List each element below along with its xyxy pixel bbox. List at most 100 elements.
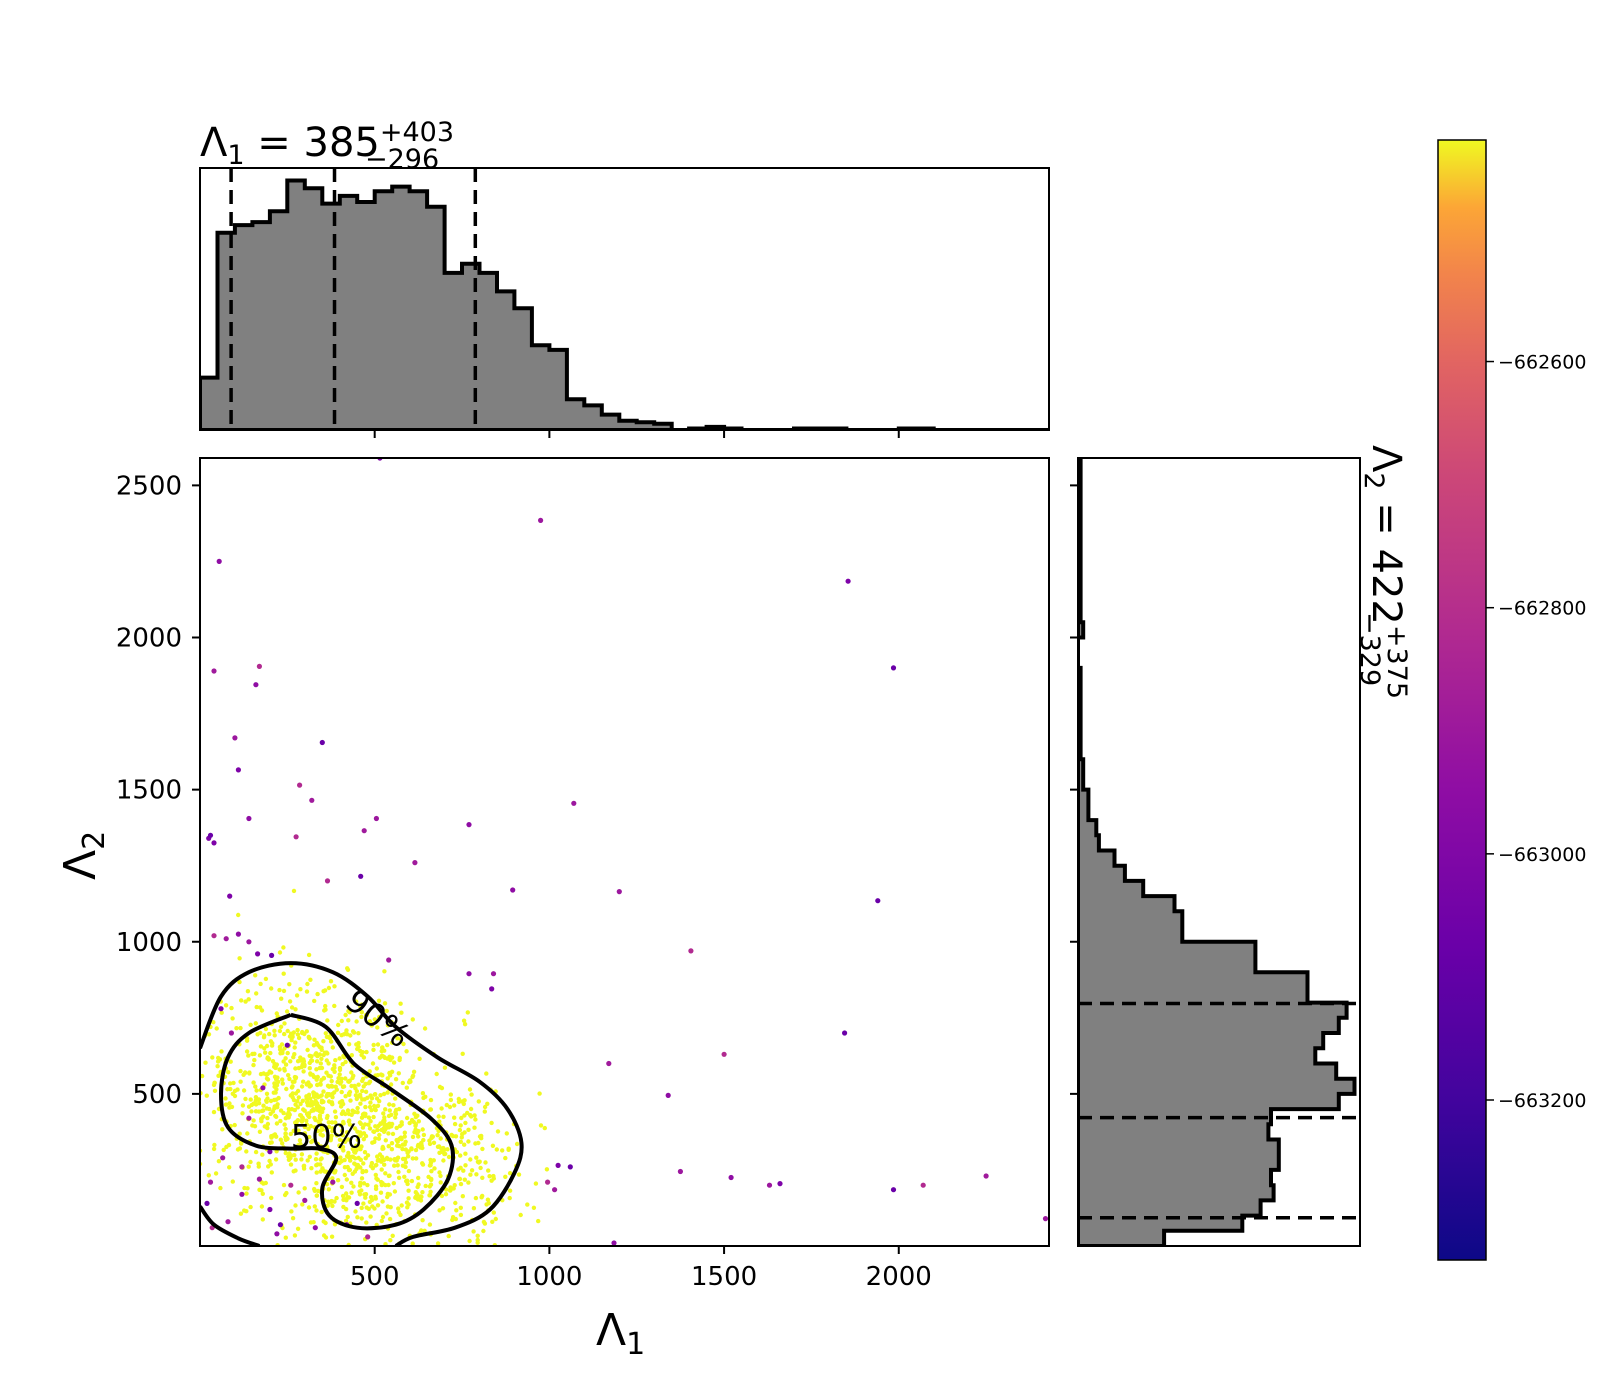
sample-point — [232, 1122, 237, 1128]
sample-point — [282, 1066, 287, 1072]
outlier-point — [256, 663, 262, 670]
outlier-point — [545, 1179, 551, 1185]
sample-point — [312, 1125, 317, 1130]
sample-point — [377, 1132, 382, 1138]
right-panel-title: Λ2 = 422+375−329 — [1354, 445, 1412, 699]
sample-point — [319, 1209, 324, 1215]
sample-point — [340, 1109, 346, 1114]
sample-point — [287, 1151, 292, 1156]
sample-point — [372, 1017, 377, 1022]
sample-point — [420, 1091, 426, 1096]
sample-point — [361, 1201, 366, 1206]
sample-point — [258, 1030, 263, 1036]
sample-point — [379, 1158, 385, 1163]
sample-point — [259, 1204, 265, 1209]
sample-point — [482, 1221, 488, 1226]
sample-point — [317, 1113, 323, 1118]
sample-point — [467, 1238, 472, 1244]
sample-point — [323, 1031, 328, 1036]
sample-point — [404, 1049, 409, 1054]
outlier-point — [611, 1240, 617, 1246]
sample-point — [362, 1192, 367, 1197]
sample-point — [485, 1197, 491, 1202]
sample-point — [347, 1089, 353, 1095]
sample-point — [257, 1187, 262, 1193]
outlier-point — [567, 1164, 573, 1170]
sample-point — [332, 1170, 338, 1175]
sample-point — [380, 1214, 386, 1220]
sample-point — [339, 1184, 345, 1190]
sample-point — [350, 1154, 355, 1159]
sample-point — [238, 1079, 243, 1084]
outlier-point — [267, 1206, 273, 1213]
sample-point — [324, 1144, 330, 1149]
sample-point — [429, 1169, 434, 1174]
outlier-point — [489, 986, 495, 992]
sample-point — [354, 1089, 360, 1094]
sample-point — [325, 1018, 330, 1023]
sample-point — [274, 1077, 279, 1082]
sample-point — [344, 1191, 349, 1196]
sample-point — [298, 987, 303, 992]
sample-point — [272, 1104, 277, 1109]
sample-point — [307, 1134, 312, 1140]
sample-point — [271, 1090, 276, 1095]
outlier-point — [354, 1200, 360, 1206]
sample-point — [355, 1162, 361, 1168]
sample-point — [360, 1078, 365, 1084]
sample-point — [288, 1131, 293, 1137]
sample-point — [312, 998, 317, 1004]
sample-point — [253, 1084, 258, 1089]
sample-point — [452, 1115, 457, 1120]
sample-point — [494, 1147, 499, 1152]
outlier-point — [269, 952, 275, 959]
sample-point — [332, 984, 337, 989]
y-tick-label: 2500 — [116, 471, 182, 501]
sample-point — [421, 1137, 426, 1143]
sample-point — [263, 976, 269, 982]
right-title-lowsub: −329 — [1354, 612, 1385, 686]
sample-point — [329, 1120, 335, 1125]
sample-point — [299, 1084, 305, 1089]
sample-point — [373, 1172, 378, 1178]
sample-point — [302, 1186, 307, 1191]
sample-point — [307, 1082, 312, 1088]
sample-point — [536, 1218, 541, 1224]
sample-point — [394, 1125, 399, 1131]
colorbar-tick-label: −662600 — [1498, 352, 1586, 374]
sample-point — [457, 1176, 463, 1182]
sample-point — [472, 1113, 477, 1118]
sample-point — [374, 1162, 379, 1168]
sample-point — [354, 1148, 359, 1153]
sample-point — [412, 1111, 417, 1117]
sample-point — [323, 1007, 328, 1012]
sample-point — [240, 1111, 245, 1116]
sample-point — [361, 1137, 366, 1142]
sample-point — [395, 1143, 400, 1148]
sample-point — [395, 1163, 400, 1168]
sample-point — [400, 1146, 405, 1152]
sample-point — [262, 1033, 267, 1038]
sample-point — [365, 1182, 370, 1188]
sample-point — [361, 1131, 367, 1136]
sample-point — [385, 1076, 390, 1081]
sample-point — [463, 1163, 468, 1168]
x-tick-label: 500 — [350, 1262, 400, 1292]
sample-point — [399, 1137, 404, 1142]
sample-point — [263, 1050, 268, 1055]
sample-point — [246, 1164, 251, 1169]
sample-point — [462, 1177, 467, 1182]
sample-point — [371, 1042, 376, 1048]
sample-point — [372, 1105, 378, 1111]
sample-point — [538, 1123, 544, 1128]
sample-point — [284, 1190, 289, 1196]
sample-point — [319, 1156, 324, 1161]
sample-point — [363, 1156, 368, 1161]
sample-point — [265, 1125, 270, 1131]
sample-point — [343, 1012, 348, 1018]
sample-point — [420, 1218, 425, 1223]
sample-point — [351, 1184, 356, 1189]
sample-point — [289, 1209, 294, 1214]
sample-point — [489, 1178, 494, 1183]
sample-point — [283, 1150, 288, 1156]
